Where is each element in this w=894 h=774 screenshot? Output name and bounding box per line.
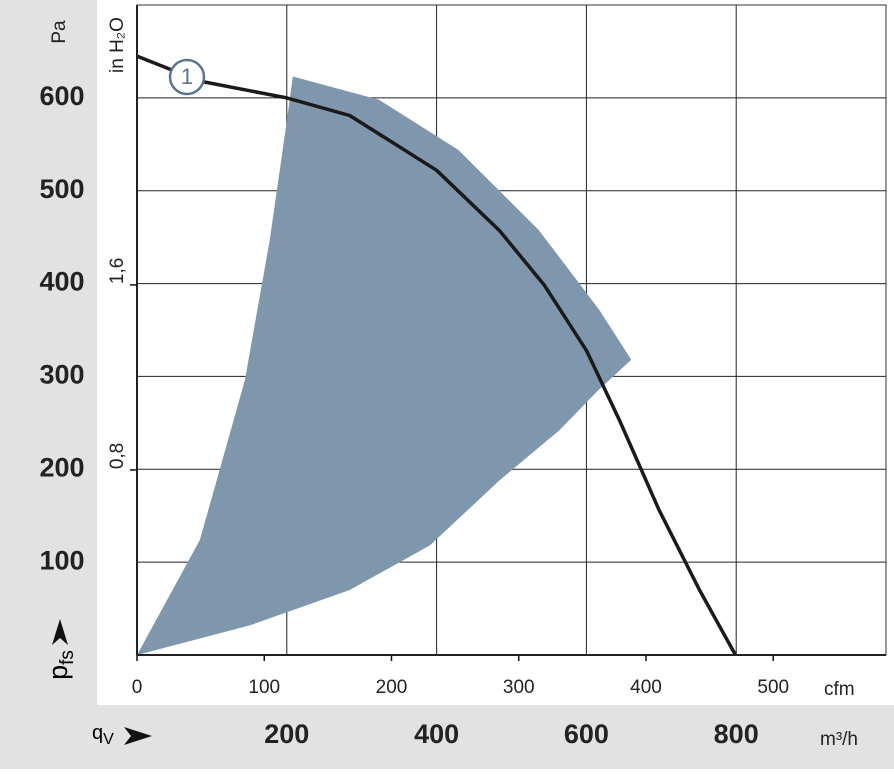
y-tick-label: 600: [39, 81, 84, 111]
y-arrow: [52, 619, 68, 645]
x-label-sub: V: [103, 731, 114, 748]
x2-tick-label: 300: [503, 677, 535, 698]
x2-tick-label: 500: [757, 677, 789, 698]
curve-label-circle: [168, 58, 206, 96]
x2-tick-label: 100: [248, 677, 280, 698]
operating-area: [137, 76, 632, 655]
curve-label: 1: [181, 64, 193, 89]
x-tick-label: 400: [414, 719, 459, 749]
x2-tick-label: 400: [630, 677, 662, 698]
x-label-main: q: [92, 722, 103, 744]
y-label: pfs: [43, 650, 78, 680]
y-tick-label: 300: [39, 360, 84, 390]
y-tick-label: 400: [39, 267, 84, 297]
marks: 1: [136, 54, 738, 656]
y-tick-label: 500: [39, 174, 84, 204]
x-unit: m³/h: [820, 729, 858, 750]
y2-unit: in H₂O: [107, 17, 128, 73]
x-label: qV: [92, 722, 114, 748]
plot-frame: [136, 4, 887, 656]
x2-tick-label: 200: [376, 677, 408, 698]
y-label-sub: fs: [57, 650, 78, 665]
left-band: [0, 0, 97, 769]
y2-tick-label: 0,8: [107, 443, 128, 469]
x-tick-label: 800: [714, 719, 759, 749]
x-tick-label: 600: [564, 719, 609, 749]
y-tick-label: 100: [39, 545, 84, 575]
x2-unit: cfm: [824, 679, 855, 700]
x2-tick-label: 0: [132, 677, 143, 698]
y-label-main: p: [43, 665, 73, 680]
x-tick-label: 200: [264, 719, 309, 749]
x-arrow: [124, 727, 152, 745]
y-unit: Pa: [49, 20, 70, 44]
bottom-band: [0, 705, 894, 769]
y2-tick-label: 1,6: [107, 258, 128, 284]
y-tick-label: 200: [39, 452, 84, 482]
curve: [136, 54, 738, 656]
